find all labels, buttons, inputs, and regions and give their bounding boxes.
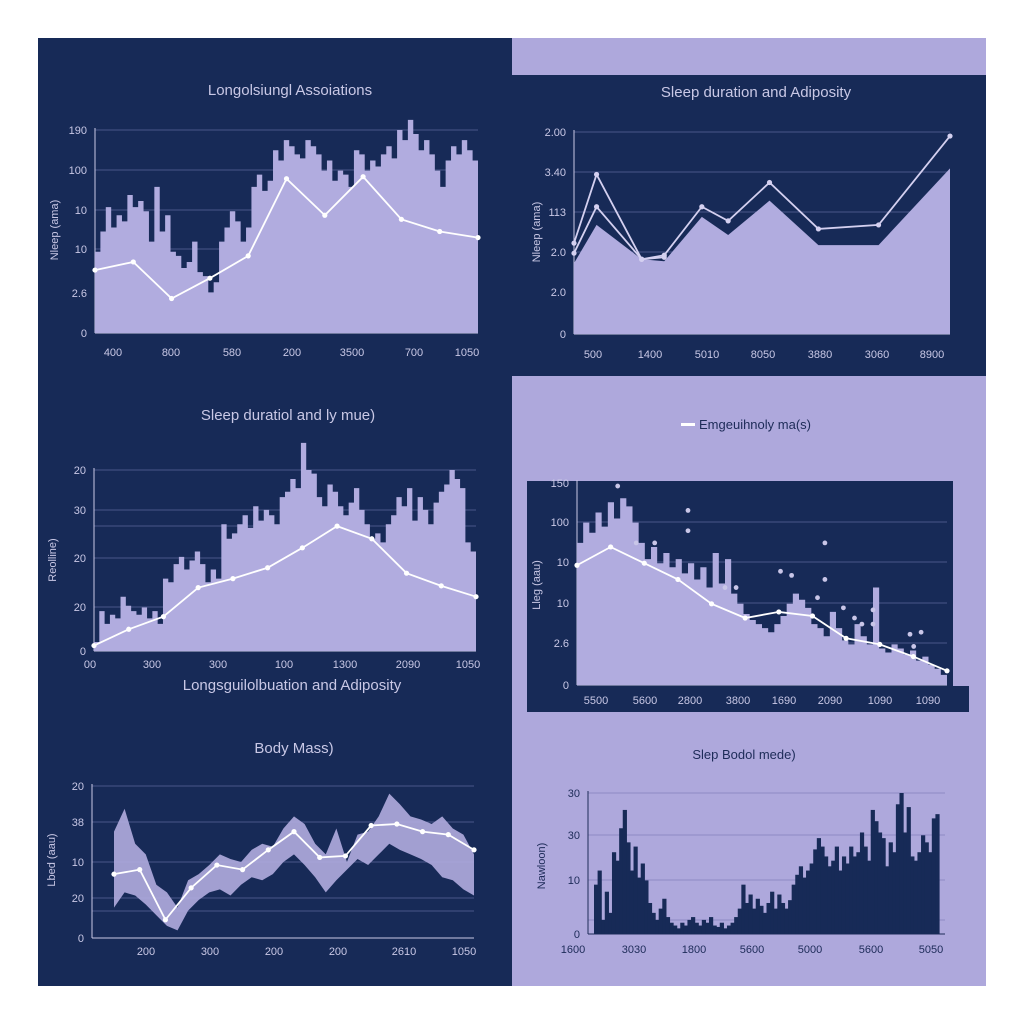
svg-text:3060: 3060	[865, 349, 889, 361]
svg-text:100: 100	[69, 165, 87, 177]
svg-text:00: 00	[84, 659, 96, 671]
svg-text:300: 300	[201, 946, 219, 958]
svg-text:8050: 8050	[751, 349, 775, 361]
svg-text:5010: 5010	[695, 349, 719, 361]
panel3-title: Sleep duratiol and ly mue)	[200, 407, 376, 424]
svg-text:2090: 2090	[818, 695, 842, 707]
panel4-legend-label: Emgeuihnoly ma(s)	[699, 417, 811, 432]
svg-text:150: 150	[551, 478, 569, 490]
svg-text:10: 10	[75, 244, 87, 256]
svg-text:Lleg (aau): Lleg (aau)	[531, 560, 543, 610]
legend-line-icon	[681, 423, 695, 426]
svg-text:5600: 5600	[859, 944, 883, 956]
svg-text:10: 10	[557, 557, 569, 569]
panel2-title: Sleep duration and Adiposity	[660, 84, 852, 101]
svg-text:1690: 1690	[772, 695, 796, 707]
svg-text:0: 0	[574, 929, 580, 941]
panel3-subtitle: Longsguilolbuation and Adiposity	[182, 677, 402, 694]
svg-text:1050: 1050	[456, 659, 480, 671]
svg-text:400: 400	[104, 347, 122, 359]
svg-text:200: 200	[265, 946, 283, 958]
svg-text:5050: 5050	[919, 944, 943, 956]
svg-text:3800: 3800	[726, 695, 750, 707]
svg-text:0: 0	[80, 646, 86, 658]
svg-text:200: 200	[283, 347, 301, 359]
svg-text:0: 0	[560, 329, 566, 341]
svg-text:30: 30	[568, 830, 580, 842]
svg-text:300: 300	[143, 659, 161, 671]
panel4-legend: Emgeuihnoly ma(s)	[681, 417, 811, 432]
svg-text:0: 0	[563, 680, 569, 692]
svg-text:Nleep (ama): Nleep (ama)	[49, 200, 61, 261]
svg-text:38: 38	[72, 817, 84, 829]
svg-text:1050: 1050	[452, 946, 476, 958]
svg-text:5000: 5000	[798, 944, 822, 956]
panel6-title: Slep Bodol mede)	[692, 747, 796, 762]
svg-text:0: 0	[78, 933, 84, 945]
svg-text:100: 100	[551, 517, 569, 529]
svg-text:30: 30	[74, 505, 86, 517]
svg-text:1050: 1050	[455, 347, 479, 359]
svg-text:2.6: 2.6	[554, 638, 569, 650]
svg-text:2.6: 2.6	[72, 288, 87, 300]
svg-text:Nawloon): Nawloon)	[536, 843, 548, 889]
svg-text:5600: 5600	[633, 695, 657, 707]
svg-text:20: 20	[74, 602, 86, 614]
svg-text:2090: 2090	[396, 659, 420, 671]
svg-text:10: 10	[568, 875, 580, 887]
svg-text:5500: 5500	[584, 695, 608, 707]
svg-text:100: 100	[275, 659, 293, 671]
svg-text:200: 200	[137, 946, 155, 958]
svg-text:Reolline): Reolline)	[47, 538, 59, 581]
svg-text:Lbed (aau): Lbed (aau)	[46, 833, 58, 886]
svg-text:2.0: 2.0	[551, 287, 566, 299]
svg-text:200: 200	[329, 946, 347, 958]
svg-text:10: 10	[557, 598, 569, 610]
svg-text:800: 800	[162, 347, 180, 359]
svg-text:113: 113	[548, 207, 566, 219]
svg-text:Nleep (ama): Nleep (ama)	[531, 202, 543, 263]
svg-text:3880: 3880	[808, 349, 832, 361]
svg-text:8900: 8900	[920, 349, 944, 361]
svg-text:5600: 5600	[740, 944, 764, 956]
svg-text:1300: 1300	[333, 659, 357, 671]
svg-text:0: 0	[81, 328, 87, 340]
svg-text:30: 30	[568, 788, 580, 800]
svg-text:10: 10	[75, 205, 87, 217]
svg-text:300: 300	[209, 659, 227, 671]
svg-text:20: 20	[74, 553, 86, 565]
svg-text:20: 20	[72, 893, 84, 905]
svg-text:3030: 3030	[622, 944, 646, 956]
svg-text:3.40: 3.40	[545, 167, 566, 179]
svg-text:190: 190	[69, 125, 87, 137]
panel4-axis-strip	[940, 686, 969, 712]
right-top-strip	[512, 38, 986, 75]
svg-text:2.00: 2.00	[545, 127, 566, 139]
svg-text:1400: 1400	[638, 349, 662, 361]
panel5-title: Body Mass)	[254, 740, 334, 757]
svg-text:1800: 1800	[682, 944, 706, 956]
svg-text:3500: 3500	[340, 347, 364, 359]
svg-text:2.0: 2.0	[551, 247, 566, 259]
svg-text:700: 700	[405, 347, 423, 359]
panel1-title: Longolsiungl Assoiations	[207, 82, 373, 99]
svg-text:2800: 2800	[678, 695, 702, 707]
svg-text:1090: 1090	[868, 695, 892, 707]
svg-text:20: 20	[72, 781, 84, 793]
svg-text:580: 580	[223, 347, 241, 359]
svg-text:10: 10	[72, 857, 84, 869]
svg-text:2610: 2610	[392, 946, 416, 958]
svg-text:500: 500	[584, 349, 602, 361]
svg-text:20: 20	[74, 465, 86, 477]
svg-text:1600: 1600	[561, 944, 585, 956]
svg-text:1090: 1090	[916, 695, 940, 707]
